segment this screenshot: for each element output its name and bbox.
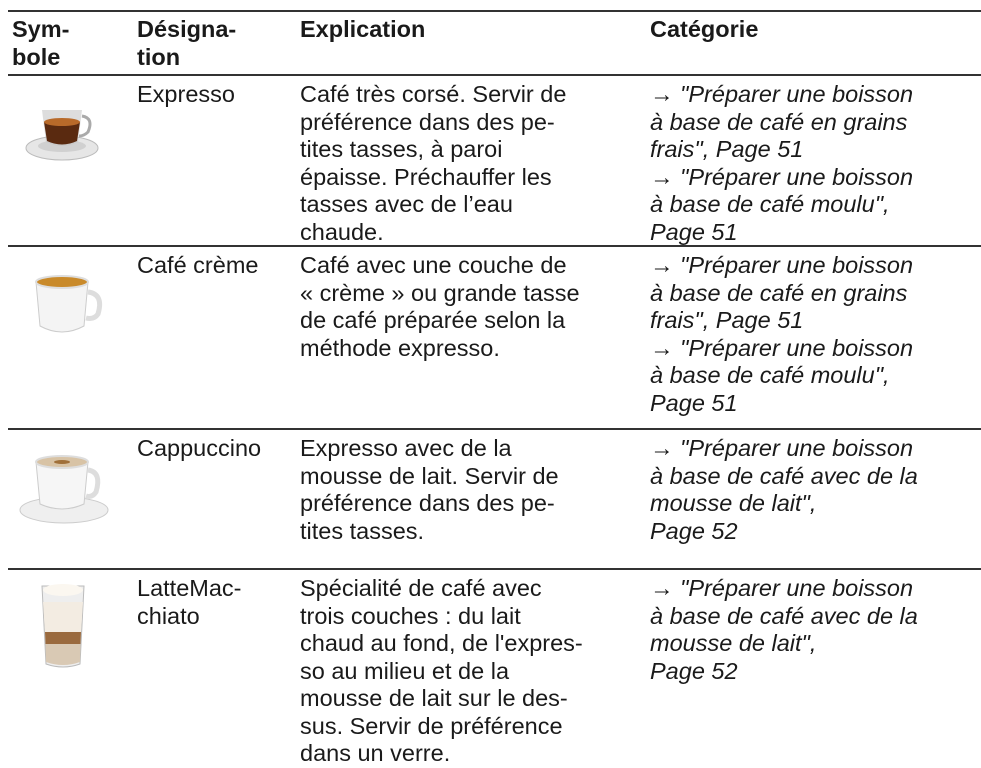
- text-line: → "Préparer une boisson: [650, 163, 914, 190]
- text-line: → "Préparer une boisson: [650, 252, 914, 278]
- rule: [8, 428, 981, 430]
- text-line: Expresso avec de la: [300, 435, 512, 461]
- text-line: LatteMac-: [137, 575, 242, 601]
- rule: [8, 74, 981, 76]
- text-line: → "Préparer une boisson: [650, 435, 914, 461]
- text-line: Spécialité de café avec: [300, 575, 542, 601]
- text-line: mousse de lait sur le des-: [300, 685, 568, 711]
- text-line: Page 52: [650, 657, 738, 684]
- text-line: Catégorie: [650, 16, 759, 42]
- espresso-icon: [25, 110, 99, 161]
- text-line: Page 52: [650, 517, 738, 544]
- text-line: mousse de lait. Servir de: [300, 462, 559, 489]
- cappuccino-icon: [19, 455, 109, 524]
- text-line: épaisse. Préchauffer les: [300, 163, 552, 190]
- text-line: Page 51: [650, 389, 738, 416]
- text-line: « crème » ou grande tasse: [300, 279, 580, 306]
- text-line: → "Préparer une boisson: [650, 575, 914, 601]
- text-line: préférence dans des pe-: [300, 108, 555, 135]
- text-line: Café crème: [137, 252, 259, 278]
- text-line: frais", Page 51: [650, 136, 804, 162]
- text-line: méthode expresso.: [300, 334, 500, 361]
- rule: [8, 245, 981, 247]
- text-line: à base de café en grains: [650, 108, 908, 135]
- text-line: sus. Servir de préférence: [300, 712, 563, 739]
- rule: [8, 10, 981, 12]
- text-line: préférence dans des pe-: [300, 490, 555, 516]
- text-line: Cappuccino: [137, 435, 262, 461]
- latte-icon: [41, 584, 85, 668]
- text-line: tites tasses, à paroi: [300, 136, 503, 162]
- text-line: à base de café avec de la: [650, 602, 918, 629]
- text-line: chiato: [137, 602, 200, 629]
- text-line: → "Préparer une boisson: [650, 81, 914, 107]
- text-line: bole: [12, 43, 61, 70]
- text-line: frais", Page 51: [650, 307, 804, 333]
- text-line: Explication: [300, 16, 426, 42]
- text-line: chaud au fond, de l'expres-: [300, 630, 583, 656]
- text-line: so au milieu et de la: [300, 657, 510, 684]
- text-line: Page 51: [650, 218, 738, 245]
- rule: [8, 568, 981, 570]
- text-line: tion: [137, 43, 181, 70]
- text-line: chaude.: [300, 218, 384, 245]
- text-line: mousse de lait",: [650, 490, 817, 516]
- cafe-creme-icon: [35, 275, 103, 333]
- text-line: à base de café avec de la: [650, 462, 918, 489]
- text-line: trois couches : du lait: [300, 602, 521, 629]
- text-line: à base de café moulu",: [650, 362, 890, 388]
- text-line: Expresso: [137, 81, 235, 107]
- text-line: de café préparée selon la: [300, 307, 566, 333]
- text-line: tasses avec de l’eau: [300, 191, 513, 217]
- text-line: Café très corsé. Servir de: [300, 81, 567, 107]
- text-line: Désigna-: [137, 16, 237, 42]
- text-line: dans un verre.: [300, 740, 451, 766]
- text-line: à base de café moulu",: [650, 191, 890, 217]
- text-line: Café avec une couche de: [300, 252, 567, 278]
- text-line: → "Préparer une boisson: [650, 334, 914, 361]
- text-line: mousse de lait",: [650, 630, 817, 656]
- text-line: à base de café en grains: [650, 279, 908, 306]
- text-line: tites tasses.: [300, 517, 425, 544]
- text-line: Sym-: [12, 16, 70, 42]
